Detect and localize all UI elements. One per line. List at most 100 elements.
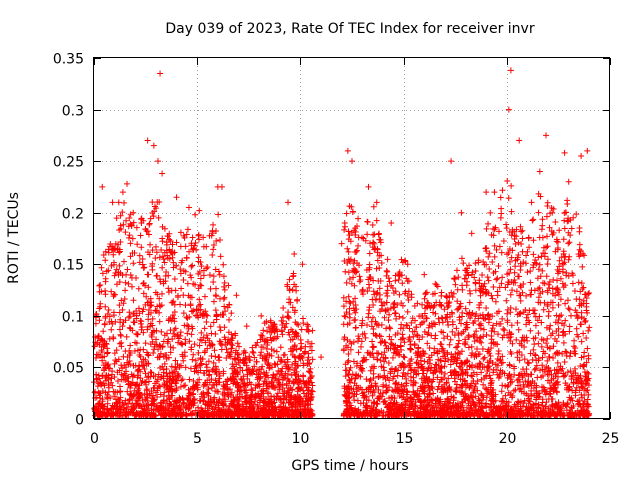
data-point — [478, 339, 485, 346]
data-point — [96, 288, 103, 295]
data-point — [116, 227, 123, 234]
data-point — [165, 289, 172, 296]
data-point — [404, 308, 411, 315]
data-point — [421, 295, 428, 302]
data-point — [308, 340, 315, 347]
data-point — [503, 225, 510, 232]
data-point — [308, 393, 315, 400]
data-point — [236, 398, 243, 405]
data-point — [354, 397, 361, 404]
data-point — [241, 348, 248, 355]
data-point — [291, 281, 298, 288]
data-point — [503, 297, 510, 304]
data-point — [167, 344, 174, 351]
data-point — [573, 211, 580, 218]
data-point — [116, 249, 123, 256]
data-point — [228, 375, 235, 382]
data-point — [136, 389, 143, 396]
data-point — [290, 345, 297, 352]
data-point — [198, 282, 205, 289]
data-point — [179, 376, 186, 383]
data-point — [210, 298, 217, 305]
data-point — [148, 407, 155, 414]
chart-title: Day 039 of 2023, Rate Of TEC Index for r… — [165, 21, 534, 37]
data-point — [113, 358, 120, 365]
data-point — [383, 290, 390, 297]
data-point — [483, 331, 490, 338]
data-point — [93, 371, 100, 378]
data-point — [459, 309, 466, 316]
data-point — [531, 351, 538, 358]
data-point — [198, 263, 205, 270]
data-point — [220, 273, 227, 280]
data-point — [212, 331, 219, 338]
data-point — [274, 361, 281, 368]
data-point — [375, 374, 382, 381]
data-point — [141, 264, 148, 271]
data-point — [148, 401, 155, 408]
data-point — [545, 281, 552, 288]
data-point — [210, 399, 217, 406]
data-point — [191, 385, 198, 392]
data-point — [203, 311, 210, 318]
data-point — [535, 294, 542, 301]
data-point — [123, 333, 130, 340]
data-point — [210, 319, 217, 326]
data-point — [500, 325, 507, 332]
data-point — [384, 256, 391, 263]
data-point — [575, 279, 582, 286]
data-point — [109, 382, 116, 389]
data-point — [94, 401, 101, 408]
data-point — [125, 314, 132, 321]
data-point — [295, 385, 302, 392]
data-point — [120, 258, 127, 265]
data-point — [202, 381, 209, 388]
data-point — [268, 393, 275, 400]
data-point — [538, 226, 545, 233]
data-point — [210, 278, 217, 285]
data-point — [144, 323, 151, 330]
data-point — [101, 321, 108, 328]
data-point — [265, 324, 272, 331]
data-point — [205, 372, 212, 379]
data-point — [120, 405, 127, 412]
data-point — [145, 360, 152, 367]
data-point — [473, 328, 480, 335]
data-point — [507, 291, 514, 298]
data-point — [263, 378, 270, 385]
data-point — [126, 214, 133, 221]
data-point — [264, 328, 271, 335]
data-point — [302, 348, 309, 355]
data-point — [206, 272, 213, 279]
data-point — [271, 321, 278, 328]
data-point — [383, 299, 390, 306]
data-point — [213, 293, 220, 300]
data-point — [208, 352, 215, 359]
data-point — [458, 320, 465, 327]
data-point — [544, 335, 551, 342]
data-point — [208, 376, 215, 383]
data-point — [532, 365, 539, 372]
data-point — [177, 270, 184, 277]
data-point — [127, 253, 134, 260]
data-point — [163, 268, 170, 275]
data-point — [384, 268, 391, 275]
data-point — [413, 324, 420, 331]
data-point — [197, 281, 204, 288]
data-point — [534, 374, 541, 381]
data-point — [201, 325, 208, 332]
data-point — [556, 227, 563, 234]
data-point — [249, 348, 256, 355]
data-point — [182, 302, 189, 309]
data-point — [217, 295, 224, 302]
data-point — [364, 231, 371, 238]
data-point — [279, 314, 286, 321]
data-point — [110, 312, 117, 319]
data-point — [292, 329, 299, 336]
data-point — [104, 349, 111, 356]
data-point — [401, 354, 408, 361]
data-point — [231, 355, 238, 362]
data-point — [122, 348, 129, 355]
data-point — [566, 253, 573, 260]
data-point — [143, 293, 150, 300]
